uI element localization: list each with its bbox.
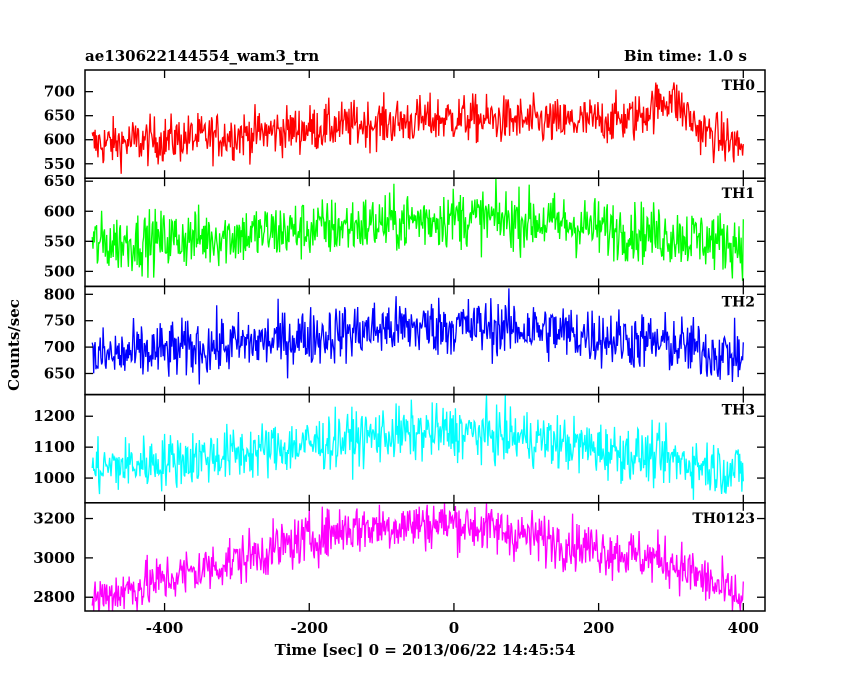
y-tick-label: 1100 <box>33 438 75 456</box>
panel-th0: 550 600 650 700 TH0 <box>44 69 766 179</box>
panel-th2: 650 700 750 800 TH2 <box>44 285 766 396</box>
x-tick-label: -200 <box>290 619 328 637</box>
y-tick-label: 650 <box>44 107 75 125</box>
x-tick-label: 200 <box>583 619 614 637</box>
y-tick-label: 3000 <box>33 549 75 567</box>
chart-title: ae130622144554_wam3_trn <box>85 47 319 65</box>
y-tick-label: 650 <box>44 364 75 382</box>
series-line-th0123 <box>91 502 744 612</box>
y-tick-label: 700 <box>44 83 75 101</box>
x-axis: -400 -200 0 200 400 <box>146 619 759 637</box>
x-tick-label: 400 <box>728 619 759 637</box>
y-tick-label: 500 <box>44 262 75 280</box>
series-line-th1 <box>91 178 744 281</box>
y-tick-label: 2800 <box>33 588 75 606</box>
panel-th1: 500 550 600 650 TH1 <box>44 172 766 288</box>
bin-time-label: Bin time: 1.0 s <box>624 47 747 65</box>
panel-label: TH1 <box>722 186 755 202</box>
panel-label: TH0123 <box>692 511 755 527</box>
panel-label: TH0 <box>722 78 756 94</box>
series-line-th0 <box>91 82 744 174</box>
y-tick-label: 1000 <box>33 469 75 487</box>
panel-label: TH2 <box>722 294 755 310</box>
panel-th3: 1000 1100 1200 TH3 <box>33 393 766 504</box>
y-tick-label: 700 <box>44 338 75 356</box>
y-tick-label: 600 <box>44 131 75 149</box>
y-tick-label: 550 <box>44 155 75 173</box>
panel-frame <box>84 69 766 179</box>
series-line-th3 <box>91 395 744 500</box>
y-tick-label: 750 <box>44 312 75 330</box>
y-tick-label: 650 <box>44 172 75 190</box>
x-tick-label: 0 <box>449 619 459 637</box>
x-axis-label: Time [sec] 0 = 2013/06/22 14:45:54 <box>275 641 576 659</box>
panel-label: TH3 <box>722 403 755 419</box>
y-tick-label: 550 <box>44 232 75 250</box>
y-tick-label: 800 <box>44 285 75 303</box>
y-axis-label: Counts/sec <box>5 299 23 391</box>
y-tick-label: 3200 <box>33 510 75 528</box>
panel-frame <box>84 502 766 612</box>
panel-th0123: 2800 3000 3200 TH0123 <box>33 502 766 612</box>
series-line-th2 <box>91 288 744 385</box>
panels: 550 600 650 700 TH0 500 550 600 650 TH1 650 700 750 8… <box>33 69 766 612</box>
y-tick-label: 1200 <box>33 407 75 425</box>
x-tick-label: -400 <box>146 619 184 637</box>
y-tick-label: 600 <box>44 202 75 220</box>
